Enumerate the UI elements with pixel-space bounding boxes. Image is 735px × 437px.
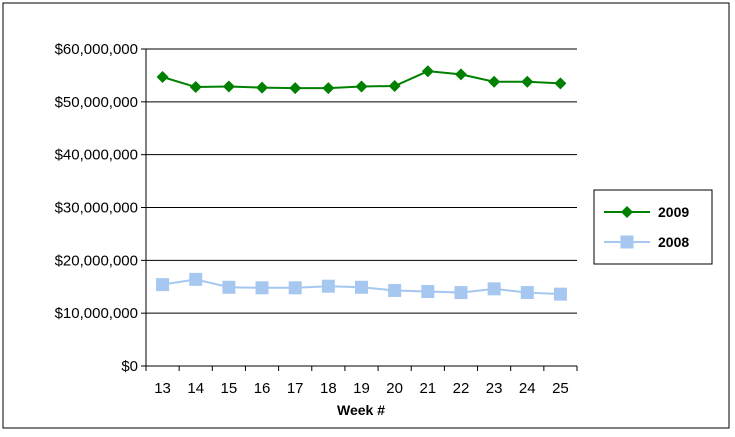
data-point-2008 <box>520 286 534 300</box>
data-point-2008 <box>553 287 567 301</box>
data-point-2009 <box>355 80 368 93</box>
x-axis-ticks: 13 14 15 16 17 18 19 20 21 22 23 24 25 <box>145 366 578 397</box>
data-point-2009 <box>488 75 501 88</box>
data-point-2008 <box>454 286 468 300</box>
legend: 2009 2008 <box>593 189 713 265</box>
x-tick-label: 24 <box>519 380 536 397</box>
data-point-2009 <box>454 68 467 81</box>
legend-marker <box>620 235 634 249</box>
x-tick-label: 15 <box>221 380 238 397</box>
y-tick-label: $30,000,000 <box>55 200 138 217</box>
legend-marker <box>621 206 633 218</box>
data-point-2009 <box>521 75 534 88</box>
x-tick-label: 22 <box>453 380 470 397</box>
data-point-2008 <box>487 282 501 296</box>
legend-label: 2008 <box>658 234 689 250</box>
axes <box>145 49 577 367</box>
series-group <box>156 65 567 301</box>
x-tick-label: 19 <box>353 380 370 397</box>
data-point-2009 <box>554 77 567 90</box>
series-2008 <box>156 272 567 301</box>
x-tick-label: 23 <box>486 380 503 397</box>
x-tick-label: 13 <box>154 380 171 397</box>
data-point-2008 <box>189 272 203 286</box>
data-point-2008 <box>421 285 435 299</box>
x-tick-label: 14 <box>187 380 204 397</box>
y-tick-label: $0 <box>121 358 138 375</box>
legend-item-2009: 2009 <box>604 204 689 220</box>
y-tick-label: $60,000,000 <box>55 41 138 58</box>
y-tick-label: $10,000,000 <box>55 305 138 322</box>
data-point-2008 <box>222 280 236 294</box>
data-point-2008 <box>156 278 170 292</box>
data-point-2009 <box>222 80 235 93</box>
y-axis-ticks: $0 $10,000,000 $20,000,000 $30,000,000 $40,0… <box>55 41 146 375</box>
data-point-2009 <box>189 81 202 94</box>
legend-box <box>593 189 713 265</box>
gridlines <box>146 48 577 314</box>
data-point-2008 <box>355 280 368 294</box>
data-point-2009 <box>388 79 401 92</box>
y-tick-label: $40,000,000 <box>55 147 138 164</box>
legend-item-2008: 2008 <box>604 234 689 250</box>
y-tick-label: $50,000,000 <box>55 94 138 111</box>
data-point-2008 <box>288 281 302 295</box>
x-tick-label: 18 <box>320 380 337 397</box>
y-tick-label: $20,000,000 <box>55 252 138 269</box>
data-point-2009 <box>289 82 302 95</box>
data-point-2009 <box>322 82 335 95</box>
x-tick-label: 21 <box>419 380 436 397</box>
data-point-2008 <box>388 283 402 297</box>
x-tick-label: 25 <box>552 380 569 397</box>
data-point-2008 <box>255 281 269 295</box>
x-axis-label: Week # <box>337 402 385 418</box>
x-tick-label: 20 <box>386 380 403 397</box>
data-point-2009 <box>256 81 269 94</box>
data-point-2008 <box>321 279 335 293</box>
data-point-2009 <box>421 65 434 78</box>
data-point-2009 <box>156 71 169 84</box>
series-2009 <box>156 65 567 95</box>
legend-label: 2009 <box>658 204 689 220</box>
x-tick-label: 16 <box>254 380 271 397</box>
x-tick-label: 17 <box>287 380 304 397</box>
